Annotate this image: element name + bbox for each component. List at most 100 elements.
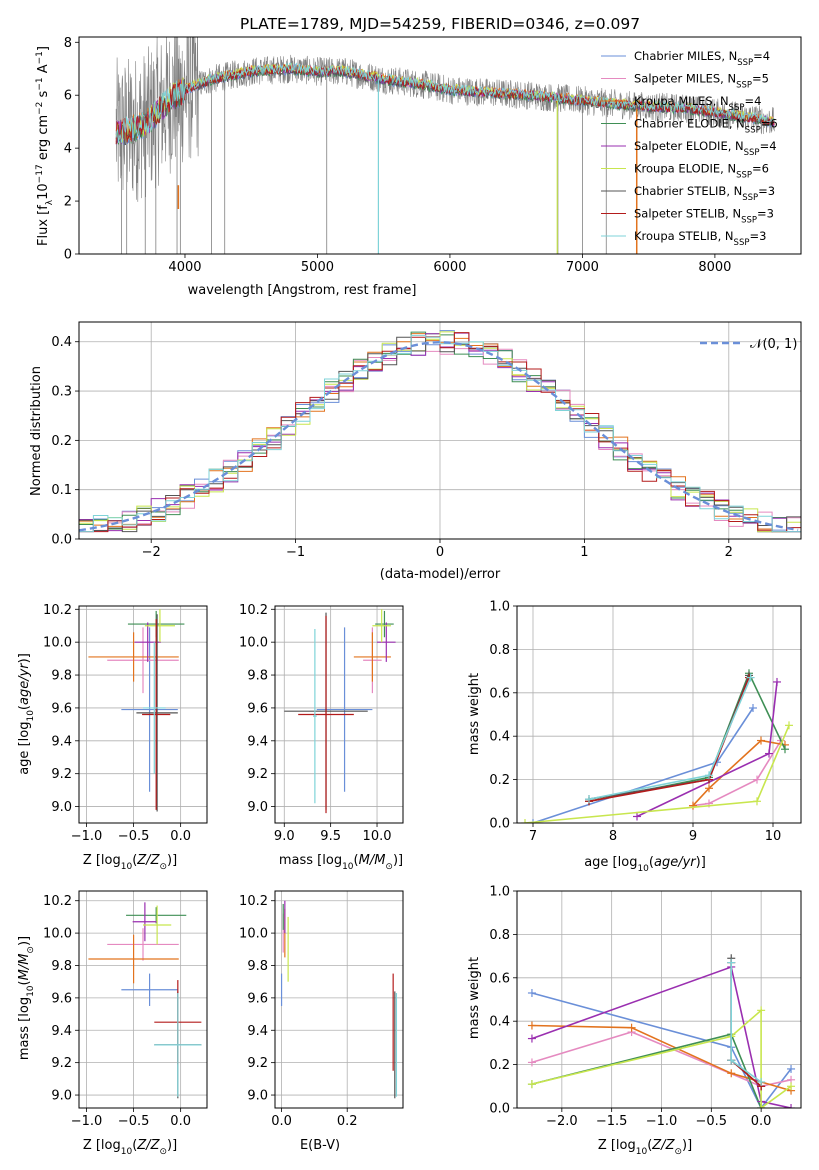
point-chabrier-elodie: [126, 907, 187, 924]
hist-kroupa-stelib: [79, 334, 801, 533]
plot-area: [527, 954, 796, 1108]
y-tick-label: 9.0: [247, 1089, 268, 1104]
z-weight-xlabel: Z [log10(Z/Z⊙)]: [598, 1138, 692, 1157]
hist-salpeter-stelib: [79, 332, 801, 533]
z-mass-panel: Z [log10(Z/Z⊙)] mass [log10(M/M⊙)] −1.0−…: [17, 890, 208, 1157]
plot-area: [284, 609, 396, 814]
y-tick-label: 0.0: [489, 817, 510, 832]
axes-frame: [516, 605, 802, 824]
point-kroupa-miles: [88, 632, 179, 682]
spectrum-ylabel: Flux [fλ10−17 erg cm−2 s−1 A−1]: [35, 46, 55, 246]
x-tick-label: 9.0: [274, 829, 295, 844]
spectrum-title: PLATE=1789, MJD=54259, FIBERID=0346, z=0…: [240, 15, 640, 33]
z-mass-ylabel: mass [log10(M/M⊙)]: [17, 936, 36, 1060]
y-tick-label: 9.4: [51, 1024, 72, 1039]
x-tick-label: −1.0: [646, 1114, 678, 1129]
z-age-panel: Z [log10(Z/Z⊙)] age [log10(age/yr)] −1.0…: [17, 603, 208, 872]
x-tick-label: 0.0: [170, 829, 191, 844]
y-tick-label: 10.0: [239, 636, 268, 651]
legend-entry-salpeter-elodie: Salpeter ELODIE, NSSP=4: [634, 139, 777, 158]
histogram-ylabel: Normed distribution: [29, 366, 44, 496]
y-tick-label: 0.6: [489, 971, 510, 986]
normal-curve: [79, 340, 799, 532]
y-tick-label: 0.4: [51, 335, 72, 350]
y-tick-label: 10.2: [43, 894, 72, 909]
y-tick-label: 9.0: [51, 800, 72, 815]
series-kroupa-stelib: [585, 673, 755, 804]
legend-entry-chabrier-stelib: Chabrier STELIB, NSSP=3: [634, 184, 775, 203]
legend-entry-kroupa-elodie: Kroupa ELODIE, NSSP=6: [634, 162, 769, 181]
y-tick-label: 0.6: [489, 686, 510, 701]
x-tick-label: −1.0: [71, 1114, 103, 1129]
y-tick-label: 9.6: [51, 991, 72, 1006]
point-chabrier-miles: [121, 973, 178, 1006]
y-tick-label: 9.0: [51, 1089, 72, 1104]
point-salpeter-miles: [107, 928, 179, 961]
y-tick-label: 0.4: [489, 730, 510, 745]
x-tick-label: 0.0: [751, 1114, 772, 1129]
plot-area: [521, 669, 793, 823]
y-tick-label: 4: [64, 142, 72, 157]
point-kroupa-stelib: [154, 993, 202, 1097]
point-kroupa-elodie: [372, 609, 391, 643]
legend-entry-salpeter-miles: Salpeter MILES, NSSP=5: [634, 72, 769, 91]
y-tick-label: 0.1: [51, 483, 72, 498]
x-tick-label: −1.0: [71, 829, 103, 844]
y-tick-label: 0.2: [489, 773, 510, 788]
y-tick-label: 10.0: [43, 636, 72, 651]
point-chabrier-elodie: [375, 610, 394, 638]
ebv-mass-xlabel: E(B-V): [300, 1138, 340, 1153]
series-line: [692, 740, 782, 807]
x-tick-label: −0.5: [118, 829, 150, 844]
mass-age-panel: mass [log10(M/M⊙)] 9.0 9.5 10.0 9.0 9.2 9.4 9.…: [239, 603, 404, 872]
y-tick-label: 10.2: [239, 894, 268, 909]
point-salpeter-stelib: [142, 619, 171, 810]
legend-entry-kroupa-stelib: Kroupa STELIB, NSSP=3: [634, 229, 766, 248]
histogram-xlabel: (data-model)/error: [380, 567, 501, 582]
y-tick-label: 9.2: [247, 1056, 268, 1071]
x-tick-label: 8000: [698, 260, 731, 275]
point-salpeter-elodie: [377, 622, 396, 662]
x-tick-label: −0.5: [118, 1114, 150, 1129]
age-weight-panel: age [log10(age/yr)] mass weight 7 8 9 10 0.0…: [467, 600, 802, 874]
plot-area: [88, 609, 185, 812]
x-tick-label: 9.5: [320, 829, 341, 844]
x-tick-label: −0.5: [696, 1114, 728, 1129]
point-kroupa-miles: [88, 934, 179, 984]
y-tick-label: 0.2: [489, 1058, 510, 1073]
y-tick-label: 2: [64, 195, 72, 210]
y-tick-label: 9.2: [51, 767, 72, 782]
plot-area: [280, 900, 398, 1099]
y-tick-label: 9.8: [247, 959, 268, 974]
ebv-mass-panel: E(B-V) 0.0 0.2 9.0 9.2 9.4 9.6 9.8 10.0 10.2: [239, 890, 404, 1153]
x-tick-label: −1.5: [596, 1114, 628, 1129]
x-tick-label: 8: [609, 829, 617, 844]
point-kroupa-elodie: [144, 609, 175, 643]
y-tick-label: 9.8: [51, 669, 72, 684]
point-salpeter-elodie: [132, 902, 158, 942]
z-age-ylabel: age [log10(age/yr)]: [17, 653, 36, 775]
x-tick-label: 0.2: [337, 1114, 358, 1129]
y-tick-label: 10.2: [43, 603, 72, 618]
y-tick-label: 10.0: [43, 927, 72, 942]
axes-frame: [516, 890, 802, 1109]
y-tick-label: 0.4: [489, 1015, 510, 1030]
plot-area: [88, 902, 202, 1099]
axes-frame: [274, 890, 404, 1109]
legend-entry-chabrier-miles: Chabrier MILES, NSSP=4: [634, 49, 770, 68]
axes-frame: [78, 36, 802, 255]
x-tick-label: 4000: [168, 260, 201, 275]
spectrum-legend: Chabrier MILES, NSSP=4 Salpeter MILES, NS…: [601, 49, 778, 248]
y-tick-label: 9.8: [51, 959, 72, 974]
z-weight-panel: Z [log10(Z/Z⊙)] mass weight −2.0 −1.5 −1.0…: [467, 885, 802, 1157]
y-tick-label: 8: [64, 36, 72, 51]
y-tick-label: 0.0: [51, 533, 72, 548]
z-weight-ylabel: mass weight: [467, 957, 482, 1039]
x-tick-label: 2: [725, 545, 733, 560]
x-tick-label: −2: [142, 545, 161, 560]
plot-area: [79, 330, 801, 533]
point-salpeter-miles: [107, 627, 179, 694]
legend-entry-salpeter-stelib: Salpeter STELIB, NSSP=3: [634, 207, 774, 226]
x-tick-label: 0: [436, 545, 444, 560]
